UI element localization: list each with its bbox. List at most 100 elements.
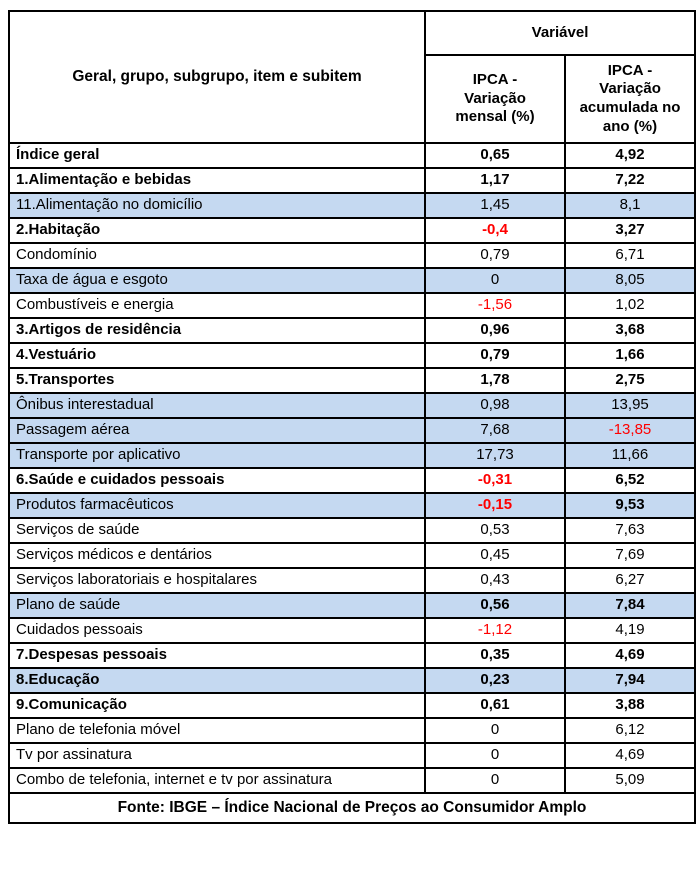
table-row: Condomínio 0,79 6,71 [8,242,696,269]
table-row: Taxa de água e esgoto 0 8,05 [8,267,696,294]
monthly-value-cell: -0,31 [424,467,566,494]
ytd-value-cell: 8,05 [564,267,696,294]
monthly-value-cell: 17,73 [424,442,566,469]
ytd-value-cell: 11,66 [564,442,696,469]
table-footer: Fonte: IBGE – Índice Nacional de Preços … [8,792,696,824]
row-label-cell: Passagem aérea [8,417,426,444]
ytd-value-cell: 4,19 [564,617,696,644]
monthly-value-cell: 0,96 [424,317,566,344]
row-label-cell: Ônibus interestadual [8,392,426,419]
table-row: 6.Saúde e cuidados pessoais -0,31 6,52 [8,467,696,494]
monthly-value-cell: 7,68 [424,417,566,444]
row-label-cell: Plano de saúde [8,592,426,619]
col-header-variavel: Variável [424,10,696,56]
ipca-table: Geral, grupo, subgrupo, item e subitem V… [8,10,696,824]
row-label-cell: 5.Transportes [8,367,426,394]
source-note: Fonte: IBGE – Índice Nacional de Preços … [8,792,696,824]
table-row: Serviços de saúde 0,53 7,63 [8,517,696,544]
table-row: 11.Alimentação no domicílio 1,45 8,1 [8,192,696,219]
monthly-value-cell: 1,17 [424,167,566,194]
row-label-cell: Tv por assinatura [8,742,426,769]
row-label-cell: 9.Comunicação [8,692,426,719]
table-row: Ônibus interestadual 0,98 13,95 [8,392,696,419]
monthly-value-cell: 0,45 [424,542,566,569]
row-label-cell: Serviços de saúde [8,517,426,544]
table-row: Combo de telefonia, internet e tv por as… [8,767,696,794]
monthly-value-cell: 0,65 [424,142,566,169]
ytd-value-cell: 4,92 [564,142,696,169]
row-label-cell: 8.Educação [8,667,426,694]
table-body: Índice geral 0,65 4,92 1.Alimentação e b… [8,142,696,794]
table-row: 2.Habitação -0,4 3,27 [8,217,696,244]
monthly-value-cell: 0,35 [424,642,566,669]
ytd-value-cell: 4,69 [564,742,696,769]
table-row: Plano de saúde 0,56 7,84 [8,592,696,619]
table-row: Serviços médicos e dentários 0,45 7,69 [8,542,696,569]
ytd-value-cell: 6,71 [564,242,696,269]
ytd-value-cell: 2,75 [564,367,696,394]
monthly-value-cell: 0 [424,767,566,794]
row-label-cell: Cuidados pessoais [8,617,426,644]
table-row: 7.Despesas pessoais 0,35 4,69 [8,642,696,669]
table-row: Plano de telefonia móvel 0 6,12 [8,717,696,744]
monthly-value-cell: 0,79 [424,242,566,269]
ipca-table-container: Geral, grupo, subgrupo, item e subitem V… [8,10,696,824]
ytd-value-cell: -13,85 [564,417,696,444]
col-header-items: Geral, grupo, subgrupo, item e subitem [8,10,426,144]
table-row: Serviços laboratoriais e hospitalares 0,… [8,567,696,594]
col-header-monthly: IPCA - Variação mensal (%) [424,54,566,144]
table-header: Geral, grupo, subgrupo, item e subitem V… [8,10,696,144]
row-label-cell: Combo de telefonia, internet e tv por as… [8,767,426,794]
table-row: Produtos farmacêuticos -0,15 9,53 [8,492,696,519]
row-label-cell: 7.Despesas pessoais [8,642,426,669]
monthly-value-cell: 1,45 [424,192,566,219]
row-label-cell: Combustíveis e energia [8,292,426,319]
row-label-cell: 4.Vestuário [8,342,426,369]
row-label-cell: Produtos farmacêuticos [8,492,426,519]
ytd-value-cell: 4,69 [564,642,696,669]
row-label-cell: Condomínio [8,242,426,269]
ytd-value-cell: 7,22 [564,167,696,194]
ytd-value-cell: 6,12 [564,717,696,744]
monthly-value-cell: 0 [424,267,566,294]
monthly-value-cell: 0 [424,717,566,744]
row-label-cell: Plano de telefonia móvel [8,717,426,744]
ytd-value-cell: 8,1 [564,192,696,219]
table-row: Cuidados pessoais -1,12 4,19 [8,617,696,644]
table-row: Combustíveis e energia -1,56 1,02 [8,292,696,319]
monthly-value-cell: 0,43 [424,567,566,594]
table-row: 1.Alimentação e bebidas 1,17 7,22 [8,167,696,194]
monthly-value-cell: -1,12 [424,617,566,644]
ytd-value-cell: 1,66 [564,342,696,369]
row-label-cell: Serviços médicos e dentários [8,542,426,569]
row-label-cell: Transporte por aplicativo [8,442,426,469]
monthly-value-cell: 0,79 [424,342,566,369]
table-row: 5.Transportes 1,78 2,75 [8,367,696,394]
row-label-cell: 1.Alimentação e bebidas [8,167,426,194]
row-label-cell: 11.Alimentação no domicílio [8,192,426,219]
row-label-cell: 3.Artigos de residência [8,317,426,344]
ytd-value-cell: 7,63 [564,517,696,544]
monthly-value-cell: -1,56 [424,292,566,319]
table-row: Transporte por aplicativo 17,73 11,66 [8,442,696,469]
row-label-cell: 2.Habitação [8,217,426,244]
monthly-value-cell: -0,4 [424,217,566,244]
row-label-cell: Índice geral [8,142,426,169]
table-row: Tv por assinatura 0 4,69 [8,742,696,769]
ytd-value-cell: 3,27 [564,217,696,244]
ytd-value-cell: 1,02 [564,292,696,319]
table-row: Índice geral 0,65 4,92 [8,142,696,169]
ytd-value-cell: 3,88 [564,692,696,719]
monthly-value-cell: 0,56 [424,592,566,619]
ytd-value-cell: 5,09 [564,767,696,794]
table-row: 3.Artigos de residência 0,96 3,68 [8,317,696,344]
monthly-value-cell: 0,98 [424,392,566,419]
monthly-value-cell: 0,23 [424,667,566,694]
table-row: 8.Educação 0,23 7,94 [8,667,696,694]
table-row: Passagem aérea 7,68 -13,85 [8,417,696,444]
row-label-cell: 6.Saúde e cuidados pessoais [8,467,426,494]
table-row: 4.Vestuário 0,79 1,66 [8,342,696,369]
ytd-value-cell: 3,68 [564,317,696,344]
ytd-value-cell: 7,94 [564,667,696,694]
ytd-value-cell: 6,27 [564,567,696,594]
